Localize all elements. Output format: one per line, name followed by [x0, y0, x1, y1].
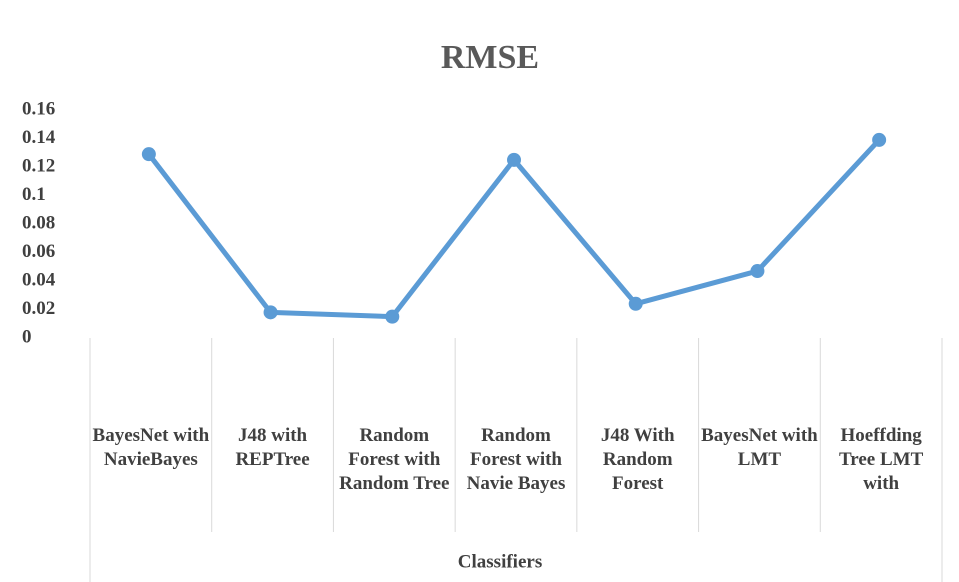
x-tick-label: Random Forest with Random Tree — [339, 425, 450, 494]
point — [872, 132, 887, 147]
point — [750, 264, 765, 279]
x-tick-label: Random Forest with Navie Bayes — [466, 425, 566, 494]
point — [141, 147, 156, 162]
x-tick-label: J48 with REPTree — [235, 425, 310, 470]
y-tick-label: 0.08 — [22, 212, 55, 233]
x-tick-label: Hoeffding Tree LMT with — [839, 425, 924, 494]
y-tick-label: 0.1 — [22, 184, 46, 205]
x-tick-label: BayesNet with LMT — [701, 425, 818, 470]
y-tick-label: 0.02 — [22, 298, 55, 319]
y-tick-label: 0.04 — [22, 269, 56, 290]
y-tick-label: 0.12 — [22, 155, 55, 176]
x-tick-label: BayesNet with NavieBayes — [92, 425, 210, 470]
point — [263, 305, 278, 320]
y-tick-label: 0.06 — [22, 241, 55, 262]
chart-title: RMSE — [441, 39, 539, 76]
point — [385, 309, 400, 324]
y-tick-label: 0 — [22, 326, 32, 347]
y-tick-label: 0.16 — [22, 98, 55, 119]
point — [507, 152, 521, 167]
x-tick-label: J48 With Random Forest — [600, 425, 675, 494]
point — [628, 296, 643, 311]
x-axis-label: Classifiers — [458, 551, 542, 572]
y-tick-label: 0.14 — [22, 127, 56, 148]
